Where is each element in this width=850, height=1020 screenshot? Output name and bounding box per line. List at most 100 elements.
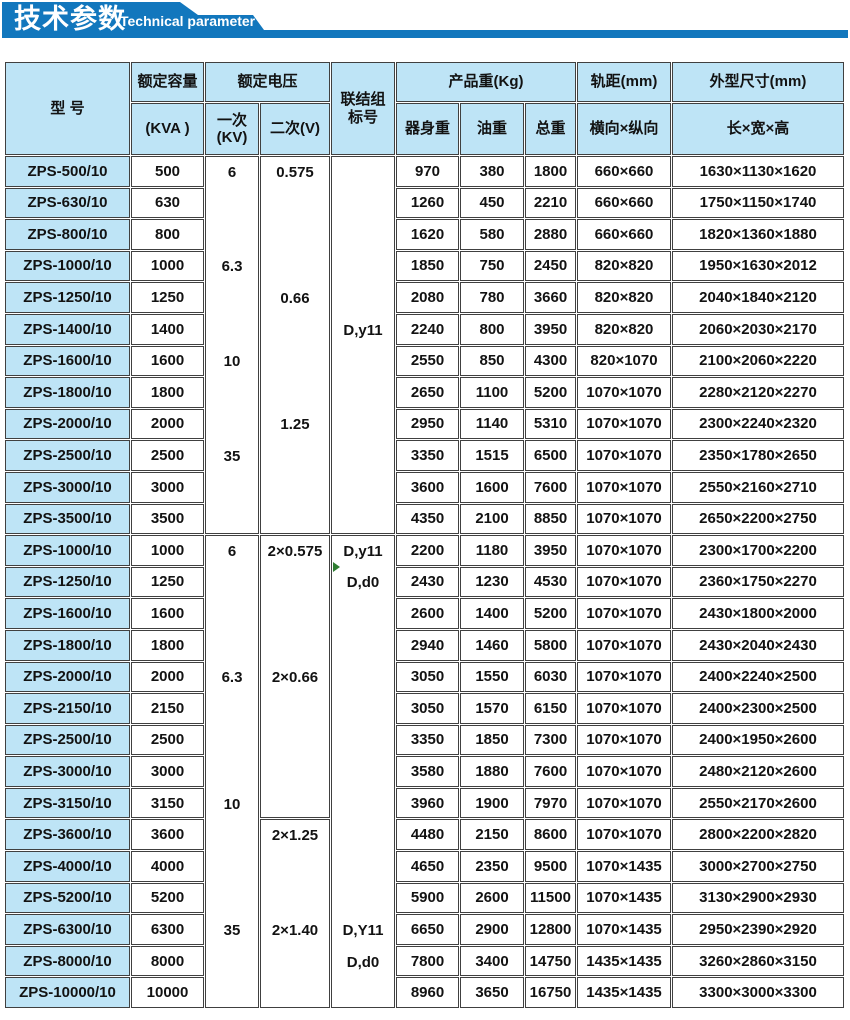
dims-cell: 2100×2060×2220 <box>672 345 844 377</box>
model-cell: ZPS-1800/10 <box>5 377 130 408</box>
total-weight-cell: 7300 <box>525 724 576 756</box>
oil-weight-cell: 1550 <box>460 661 524 693</box>
model-cell: ZPS-1600/10 <box>5 345 130 377</box>
total-weight-cell: 7970 <box>525 787 576 819</box>
capacity-cell: 4000 <box>131 851 204 882</box>
oil-weight-cell: 3650 <box>460 977 524 1009</box>
total-weight-cell: 9500 <box>525 851 576 882</box>
oil-weight-cell: 780 <box>460 282 524 313</box>
banner-title-en: Technical parameter <box>120 13 256 29</box>
body-weight-cell: 7800 <box>396 945 459 977</box>
oil-weight-cell: 750 <box>460 250 524 282</box>
primary-voltage-block-value: 6 <box>227 542 237 560</box>
dims-cell: 1950×1630×2012 <box>672 250 844 282</box>
gauge-cell: 1070×1070 <box>577 440 671 471</box>
dims-cell: 1630×1130×1620 <box>672 156 844 187</box>
capacity-cell: 500 <box>131 156 204 187</box>
dims-cell: 2480×2120×2600 <box>672 756 844 787</box>
total-weight-cell: 4530 <box>525 566 576 598</box>
model-cell: ZPS-1800/10 <box>5 629 130 661</box>
secondary-voltage-block: 0.575 0.66 1.25 <box>260 156 330 535</box>
primary-voltage-block-value: 6 <box>227 163 237 181</box>
gauge-cell: 1070×1070 <box>577 503 671 535</box>
header-oil-weight: 油重 <box>460 103 524 155</box>
oil-weight-cell: 1600 <box>460 471 524 503</box>
capacity-cell: 630 <box>131 187 204 219</box>
dims-cell: 2550×2170×2600 <box>672 787 844 819</box>
capacity-cell: 1600 <box>131 345 204 377</box>
header-total-weight: 总重 <box>525 103 576 155</box>
capacity-cell: 3600 <box>131 819 204 851</box>
primary-voltage-block-value: 10 <box>223 795 241 813</box>
secondary-voltage-block-value: 2×0.66 <box>271 669 319 687</box>
capacity-cell: 800 <box>131 219 204 250</box>
model-cell: ZPS-2000/10 <box>5 408 130 440</box>
secondary-voltage-block-value: 0.575 <box>276 163 314 181</box>
model-cell: ZPS-630/10 <box>5 187 130 219</box>
total-weight-cell: 7600 <box>525 471 576 503</box>
oil-weight-cell: 1100 <box>460 377 524 408</box>
oil-weight-cell: 1900 <box>460 787 524 819</box>
body-weight-cell: 2650 <box>396 377 459 408</box>
vector-group-block-value: D,y11 <box>343 321 383 339</box>
model-cell: ZPS-3600/10 <box>5 819 130 851</box>
dims-cell: 2300×2240×2320 <box>672 408 844 440</box>
capacity-cell: 2500 <box>131 440 204 471</box>
gauge-cell: 1070×1070 <box>577 629 671 661</box>
header-capacity: 额定容量 <box>131 62 204 102</box>
body-weight-cell: 970 <box>396 156 459 187</box>
dims-cell: 2280×2120×2270 <box>672 377 844 408</box>
oil-weight-cell: 2150 <box>460 819 524 851</box>
oil-weight-cell: 1570 <box>460 693 524 724</box>
body-weight-cell: 6650 <box>396 914 459 945</box>
total-weight-cell: 8600 <box>525 819 576 851</box>
gauge-cell: 1070×1070 <box>577 566 671 598</box>
gauge-cell: 1070×1070 <box>577 535 671 566</box>
capacity-cell: 3000 <box>131 756 204 787</box>
body-weight-cell: 2240 <box>396 313 459 345</box>
dims-cell: 3300×3000×3300 <box>672 977 844 1009</box>
total-weight-cell: 1800 <box>525 156 576 187</box>
gauge-cell: 1070×1070 <box>577 819 671 851</box>
gauge-cell: 820×820 <box>577 313 671 345</box>
dims-cell: 2350×1780×2650 <box>672 440 844 471</box>
capacity-cell: 1250 <box>131 282 204 313</box>
header-dims: 外型尺寸(mm) <box>672 62 844 102</box>
model-cell: ZPS-2000/10 <box>5 661 130 693</box>
total-weight-cell: 5200 <box>525 598 576 629</box>
dims-cell: 2650×2200×2750 <box>672 503 844 535</box>
capacity-cell: 1400 <box>131 313 204 345</box>
gauge-cell: 1070×1070 <box>577 408 671 440</box>
model-cell: ZPS-800/10 <box>5 219 130 250</box>
total-weight-cell: 16750 <box>525 977 576 1009</box>
header-gauge: 轨距(mm) <box>577 62 671 102</box>
header-gauge-sub: 横向×纵向 <box>577 103 671 155</box>
total-weight-cell: 5800 <box>525 629 576 661</box>
comment-marker-icon <box>333 561 340 572</box>
model-cell: ZPS-3500/10 <box>5 503 130 535</box>
gauge-cell: 820×820 <box>577 250 671 282</box>
gauge-cell: 660×660 <box>577 156 671 187</box>
capacity-cell: 10000 <box>131 977 204 1009</box>
oil-weight-cell: 2900 <box>460 914 524 945</box>
primary-voltage-block-value: 6.3 <box>221 669 243 687</box>
secondary-voltage-block-value: 2×0.575 <box>267 542 323 560</box>
body-weight-cell: 1260 <box>396 187 459 219</box>
vector-group-block: D,y11 <box>331 156 395 535</box>
oil-weight-cell: 1230 <box>460 566 524 598</box>
capacity-cell: 2000 <box>131 661 204 693</box>
secondary-voltage-block-value: 2×1.40 <box>271 921 319 939</box>
header-dims-sub: 长×宽×高 <box>672 103 844 155</box>
header-weight: 产品重(Kg) <box>396 62 576 102</box>
gauge-cell: 1070×1435 <box>577 882 671 914</box>
dims-cell: 2400×1950×2600 <box>672 724 844 756</box>
model-cell: ZPS-4000/10 <box>5 851 130 882</box>
total-weight-cell: 2210 <box>525 187 576 219</box>
vector-group-block-value: D,y11 <box>343 542 383 560</box>
total-weight-cell: 11500 <box>525 882 576 914</box>
oil-weight-cell: 1140 <box>460 408 524 440</box>
vector-group-block: D,y11 D,d0 D,Y11 D,d0 <box>331 535 395 1009</box>
model-cell: ZPS-3000/10 <box>5 471 130 503</box>
total-weight-cell: 5200 <box>525 377 576 408</box>
body-weight-cell: 2430 <box>396 566 459 598</box>
